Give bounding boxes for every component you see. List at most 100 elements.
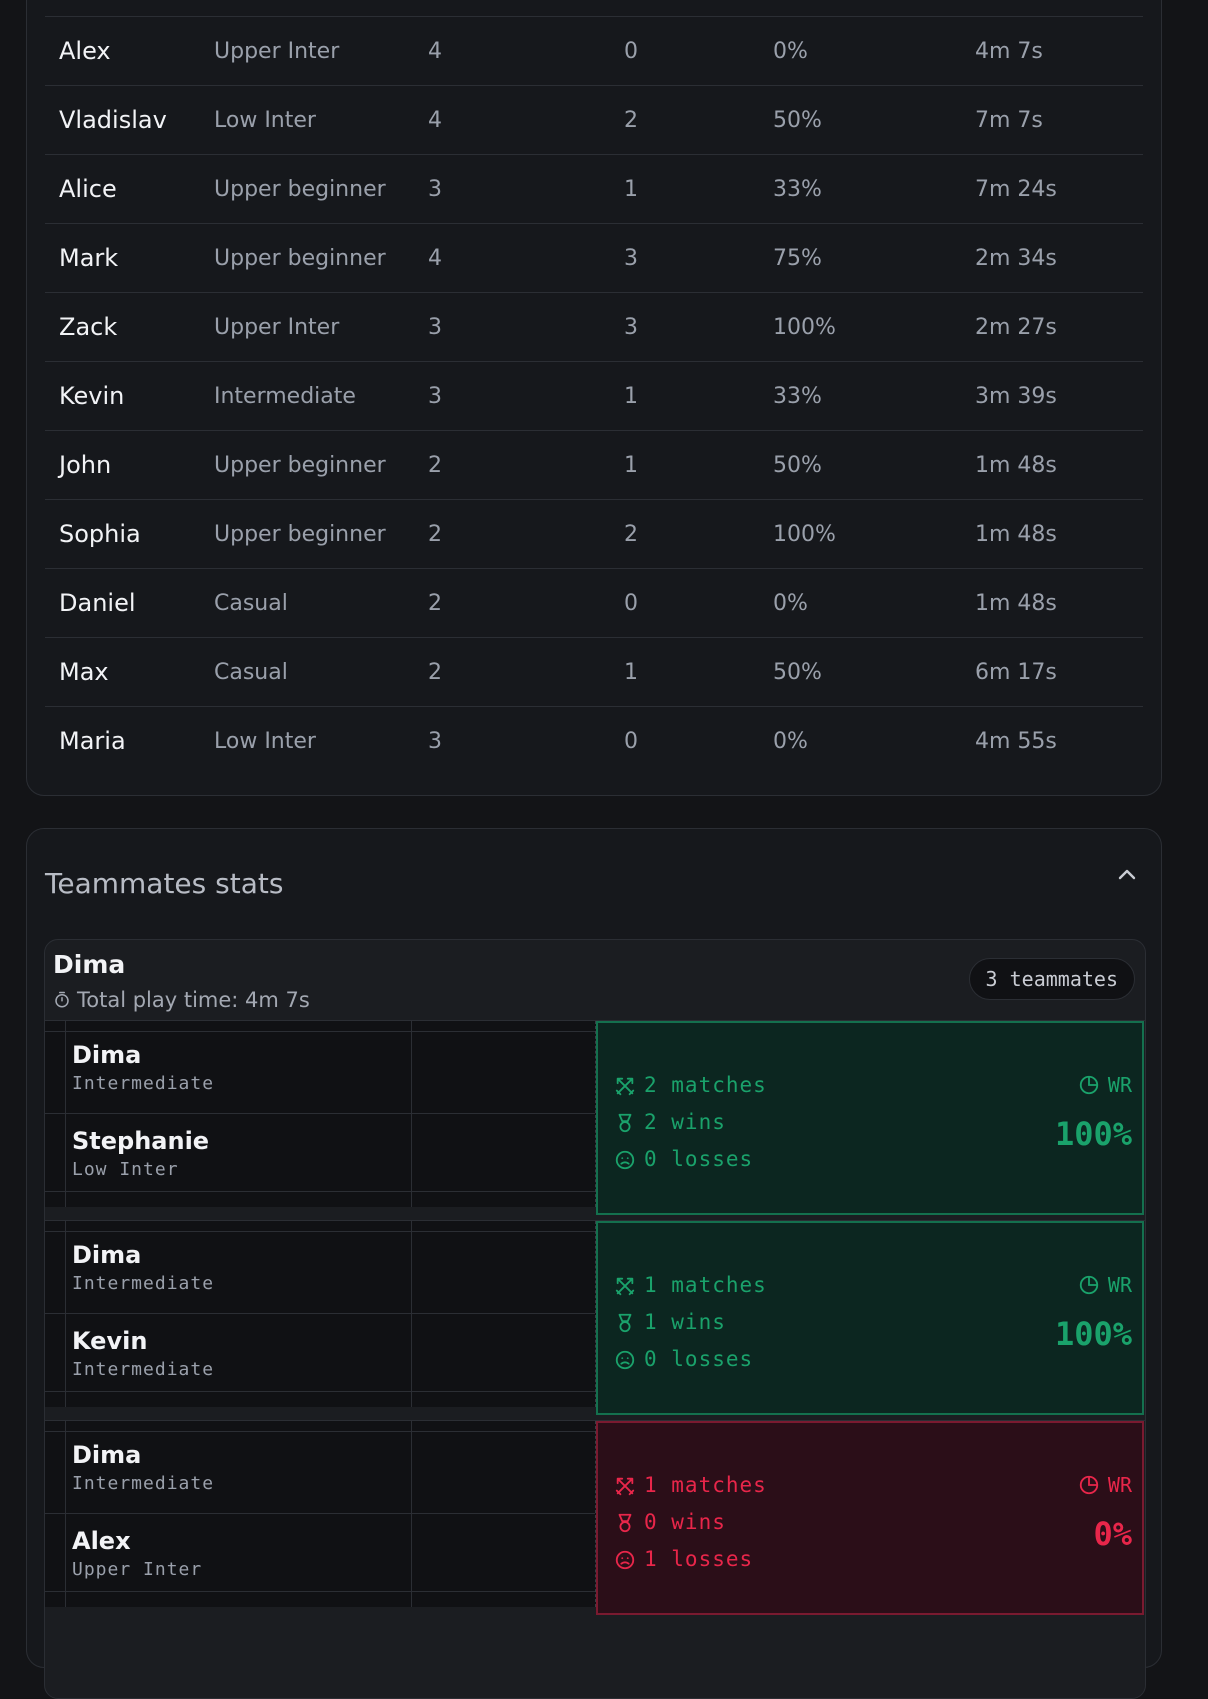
player-name: Sophia bbox=[59, 520, 141, 548]
player-wins: 3 bbox=[624, 314, 638, 340]
player-level: Upper Inter bbox=[214, 314, 340, 340]
matches-count: 2 matches bbox=[644, 1073, 767, 1097]
player-matches: 3 bbox=[428, 383, 442, 409]
crossed-swords-icon bbox=[615, 1277, 635, 1295]
player-name: John bbox=[59, 451, 112, 479]
matches-line: 1 matches bbox=[614, 1467, 767, 1504]
member-name: Kevin bbox=[72, 1327, 148, 1355]
player-name: Max bbox=[59, 658, 109, 686]
player-matches: 3 bbox=[428, 176, 442, 202]
player-name: Kevin bbox=[59, 382, 125, 410]
matches-line: 1 matches bbox=[614, 1267, 767, 1304]
member-level: Intermediate bbox=[72, 1073, 215, 1094]
sad-face-icon bbox=[615, 1550, 635, 1569]
player-time: 4m 55s bbox=[975, 728, 1057, 754]
table-row: Sophia Upper beginner 2 2 100% 1m 48s bbox=[45, 499, 1143, 568]
player-winrate: 100% bbox=[773, 314, 836, 340]
player-winrate: 33% bbox=[773, 176, 822, 202]
player-name: Alice bbox=[59, 175, 117, 203]
table-row: Max Casual 2 1 50% 6m 17s bbox=[45, 637, 1143, 706]
total-play-time: Total play time: 4m 7s bbox=[53, 988, 310, 1012]
player-winrate: 75% bbox=[773, 245, 822, 271]
divider bbox=[45, 1231, 595, 1232]
matches-count: 1 matches bbox=[644, 1473, 767, 1497]
divider bbox=[411, 1421, 412, 1607]
member-name: Alex bbox=[72, 1527, 131, 1555]
players-stats-card: Alex Upper Inter 4 0 0% 4m 7s Vladislav Low Int… bbox=[26, 0, 1162, 796]
pie-chart-icon bbox=[1079, 1475, 1099, 1495]
member-level: Intermediate bbox=[72, 1473, 215, 1494]
player-name: Zack bbox=[59, 313, 118, 341]
table-row: Daniel Casual 2 0 0% 1m 48s bbox=[45, 568, 1143, 637]
pair-members: Dima Intermediate Kevin Intermediate bbox=[45, 1221, 596, 1407]
medal-icon bbox=[618, 1113, 632, 1132]
teammates-title: Teammates stats bbox=[45, 867, 284, 900]
player-matches: 2 bbox=[428, 452, 442, 478]
player-time: 2m 34s bbox=[975, 245, 1057, 271]
teammate-member: Dima Intermediate bbox=[72, 1241, 214, 1294]
player-name: Mark bbox=[59, 244, 119, 272]
divider bbox=[45, 1391, 595, 1392]
player-winrate: 50% bbox=[773, 659, 822, 685]
player-level: Upper beginner bbox=[214, 245, 386, 271]
table-row: Alex Upper Inter 4 0 0% 4m 7s bbox=[45, 16, 1143, 85]
player-time: 7m 24s bbox=[975, 176, 1057, 202]
player-name: Maria bbox=[59, 727, 126, 755]
teammate-member: Kevin Intermediate bbox=[72, 1327, 214, 1380]
player-wins: 1 bbox=[624, 176, 638, 202]
pair-stats: 1 matches 0 wins 1 losses WR 0% bbox=[596, 1421, 1144, 1615]
losses-line: 1 losses bbox=[614, 1541, 767, 1578]
winrate-label: WR bbox=[1078, 1273, 1132, 1297]
player-matches: 2 bbox=[428, 659, 442, 685]
player-level: Casual bbox=[214, 590, 288, 616]
winrate-label-text: WR bbox=[1107, 1473, 1132, 1497]
divider bbox=[411, 1021, 412, 1207]
player-level: Upper Inter bbox=[214, 38, 340, 64]
pie-chart-icon bbox=[1079, 1075, 1099, 1095]
teammates-count-badge: 3 teammates bbox=[968, 958, 1135, 1000]
pair-members: Dima Intermediate Alex Upper Inter bbox=[45, 1421, 596, 1607]
player-matches: 4 bbox=[428, 107, 442, 133]
pair-stats-list: 1 matches 1 wins 0 losses bbox=[614, 1267, 767, 1378]
matches-count: 1 matches bbox=[644, 1273, 767, 1297]
player-wins: 3 bbox=[624, 245, 638, 271]
chevron-up-icon[interactable] bbox=[1115, 863, 1139, 887]
player-name: Daniel bbox=[59, 589, 136, 617]
teammate-member: Alex Upper Inter bbox=[72, 1527, 202, 1580]
player-wins: 1 bbox=[624, 659, 638, 685]
losses-count: 0 losses bbox=[644, 1347, 754, 1371]
member-name: Dima bbox=[72, 1041, 142, 1069]
winrate-value: 0% bbox=[1093, 1515, 1132, 1553]
pair-stats: 2 matches 2 wins 0 losses WR 100% bbox=[596, 1021, 1144, 1215]
table-row: Kevin Intermediate 3 1 33% 3m 39s bbox=[45, 361, 1143, 430]
player-level: Low Inter bbox=[214, 728, 316, 754]
winrate-label: WR bbox=[1078, 1073, 1132, 1097]
table-row: Mark Upper beginner 4 3 75% 2m 34s bbox=[45, 223, 1143, 292]
member-level: Upper Inter bbox=[72, 1559, 203, 1580]
losses-count: 0 losses bbox=[644, 1147, 754, 1171]
teammate-member: Dima Intermediate bbox=[72, 1441, 214, 1494]
player-matches: 2 bbox=[428, 521, 442, 547]
player-wins: 1 bbox=[624, 383, 638, 409]
player-name: Vladislav bbox=[59, 106, 167, 134]
player-winrate: 0% bbox=[773, 728, 808, 754]
winrate-value: 100% bbox=[1054, 1115, 1132, 1153]
player-winrate: 100% bbox=[773, 521, 836, 547]
total-play-time-text: Total play time: 4m 7s bbox=[77, 988, 310, 1012]
player-matches: 2 bbox=[428, 590, 442, 616]
table-row: Zack Upper Inter 3 3 100% 2m 27s bbox=[45, 292, 1143, 361]
divider bbox=[45, 1191, 595, 1192]
winrate-label: WR bbox=[1078, 1473, 1132, 1497]
wins-count: 0 wins bbox=[644, 1510, 726, 1534]
divider bbox=[411, 1221, 412, 1407]
pair-stats-list: 1 matches 0 wins 1 losses bbox=[614, 1467, 767, 1578]
player-time: 1m 48s bbox=[975, 452, 1057, 478]
player-level: Upper beginner bbox=[214, 521, 386, 547]
player-time: 7m 7s bbox=[975, 107, 1043, 133]
winrate-label-text: WR bbox=[1107, 1073, 1132, 1097]
medal-icon bbox=[618, 1313, 632, 1332]
pair-stats-list: 2 matches 2 wins 0 losses bbox=[614, 1067, 767, 1178]
teammate-member: Stephanie Low Inter bbox=[72, 1127, 209, 1180]
table-row: Alice Upper beginner 3 1 33% 7m 24s bbox=[45, 154, 1143, 223]
table-row: John Upper beginner 2 1 50% 1m 48s bbox=[45, 430, 1143, 499]
